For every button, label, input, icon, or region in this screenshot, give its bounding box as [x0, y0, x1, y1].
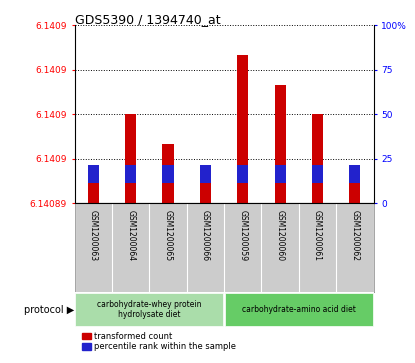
Text: GSM1200061: GSM1200061 — [313, 211, 322, 261]
Bar — [225, 293, 373, 326]
Text: protocol ▶: protocol ▶ — [24, 305, 75, 315]
Bar — [163, 165, 173, 183]
Text: GDS5390 / 1394740_at: GDS5390 / 1394740_at — [75, 13, 220, 26]
Text: carbohydrate-whey protein
hydrolysate diet: carbohydrate-whey protein hydrolysate di… — [97, 300, 202, 319]
Bar — [274, 85, 286, 203]
Legend: transformed count, percentile rank within the sample: transformed count, percentile rank withi… — [79, 329, 239, 355]
Bar — [125, 114, 136, 203]
Text: GSM1200059: GSM1200059 — [238, 211, 247, 261]
Bar — [237, 165, 248, 183]
Text: GSM1200064: GSM1200064 — [126, 211, 135, 261]
Bar — [312, 114, 323, 203]
Bar — [349, 174, 360, 203]
Bar — [88, 174, 99, 203]
Text: GSM1200060: GSM1200060 — [276, 211, 285, 261]
Text: GSM1200066: GSM1200066 — [201, 211, 210, 261]
Bar — [76, 293, 223, 326]
Text: GSM1200062: GSM1200062 — [350, 211, 359, 261]
Bar — [274, 165, 286, 183]
Bar — [88, 165, 99, 183]
Bar — [312, 165, 323, 183]
Bar — [200, 174, 211, 203]
Text: GSM1200065: GSM1200065 — [164, 211, 173, 261]
Bar — [200, 165, 211, 183]
Bar — [163, 144, 173, 203]
Bar — [349, 165, 360, 183]
Bar — [237, 55, 248, 203]
Text: carbohydrate-amino acid diet: carbohydrate-amino acid diet — [242, 305, 356, 314]
Text: GSM1200063: GSM1200063 — [89, 211, 98, 261]
Bar — [125, 165, 136, 183]
